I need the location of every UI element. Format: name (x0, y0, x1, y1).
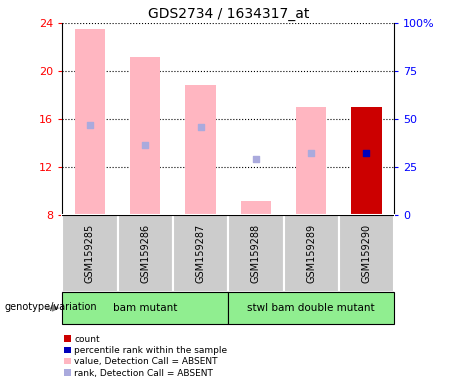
Bar (351, 107, 382, 215)
Text: GSM159285: GSM159285 (85, 224, 95, 283)
Bar (185, 86, 216, 215)
Bar (130, 56, 160, 215)
Bar (241, 201, 271, 215)
Bar (75, 29, 105, 215)
Bar (228, 292, 394, 324)
Bar (296, 107, 326, 215)
Point (197, 124, 204, 131)
Bar (284, 215, 339, 292)
Legend: count, percentile rank within the sample, value, Detection Call = ABSENT, rank, : count, percentile rank within the sample… (65, 335, 227, 377)
Text: GSM159287: GSM159287 (195, 224, 206, 283)
Text: stwl bam double mutant: stwl bam double mutant (248, 303, 375, 313)
Point (307, 149, 315, 156)
Bar (118, 215, 173, 292)
Point (86, 122, 94, 128)
Bar (228, 215, 284, 292)
Text: bam mutant: bam mutant (113, 303, 177, 313)
Text: GSM159290: GSM159290 (361, 224, 372, 283)
Title: GDS2734 / 1634317_at: GDS2734 / 1634317_at (148, 7, 309, 21)
Point (252, 156, 260, 162)
Bar (62, 215, 118, 292)
Text: GSM159288: GSM159288 (251, 224, 261, 283)
Bar (339, 215, 394, 292)
Bar (173, 215, 228, 292)
Point (142, 142, 149, 149)
Text: GSM159289: GSM159289 (306, 224, 316, 283)
Bar (62, 292, 228, 324)
Text: GSM159286: GSM159286 (140, 224, 150, 283)
Point (363, 149, 370, 156)
Text: genotype/variation: genotype/variation (5, 301, 97, 311)
